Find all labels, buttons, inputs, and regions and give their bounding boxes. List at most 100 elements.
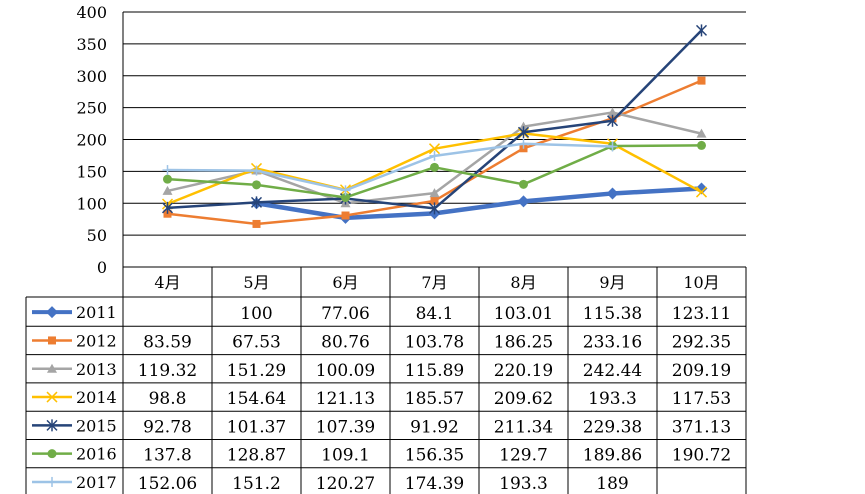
legend-label: 2016 <box>76 445 117 464</box>
series-line <box>166 29 703 210</box>
category-label: 5月 <box>243 273 269 292</box>
data-label: 189.86 <box>583 446 642 466</box>
data-label: 109.1 <box>321 446 370 466</box>
data-point <box>607 107 618 117</box>
data-point <box>606 187 619 200</box>
data-label: 137.8 <box>143 446 192 466</box>
legend-key <box>32 336 72 345</box>
data-label: 151.29 <box>227 361 286 381</box>
data-label: 103.78 <box>405 332 464 352</box>
data-label: 98.8 <box>149 389 187 409</box>
data-label: 100 <box>240 304 272 324</box>
data-label: 193.3 <box>588 389 637 409</box>
data-label: 154.64 <box>227 389 286 409</box>
data-point <box>429 188 440 198</box>
legend-key <box>32 363 72 373</box>
category-label: 6月 <box>332 273 358 292</box>
data-point <box>607 141 618 152</box>
data-label: 220.19 <box>494 361 553 381</box>
data-label: 186.25 <box>494 332 553 352</box>
legend-label: 2012 <box>76 331 117 350</box>
data-label: 209.19 <box>672 361 731 381</box>
data-point <box>518 138 529 149</box>
data-point <box>429 150 440 161</box>
category-label: 8月 <box>510 273 536 292</box>
y-tick-label: 150 <box>76 162 107 181</box>
data-point <box>252 219 261 228</box>
data-point <box>251 165 262 176</box>
data-label: 77.06 <box>321 304 370 324</box>
category-label: 10月 <box>683 273 719 292</box>
data-label: 211.34 <box>494 417 553 437</box>
data-point <box>697 140 706 150</box>
legend-label: 2015 <box>76 416 117 435</box>
legend-key <box>32 306 72 319</box>
legend-label: 2011 <box>76 303 117 322</box>
data-point <box>696 128 707 138</box>
data-label: 83.59 <box>143 332 192 352</box>
data-label: 189 <box>596 474 628 494</box>
marker-stroke <box>695 186 708 198</box>
data-point <box>252 180 261 190</box>
data-point <box>48 336 56 345</box>
data-point <box>517 195 530 208</box>
legend-key <box>32 449 72 459</box>
data-label: 67.53 <box>232 332 281 352</box>
data-point <box>47 363 57 373</box>
data-point <box>517 126 530 139</box>
data-label: 115.89 <box>405 361 464 381</box>
data-table: 4月 5月 6月 7月 8月 9月 10月 2011 100 77.06 84.1 103.01 115… <box>25 267 747 494</box>
data-point <box>341 211 350 220</box>
y-axis: 0 50 100 150 200 250 300 350 400 <box>76 3 107 277</box>
category-label: 9月 <box>599 273 625 292</box>
data-label: 80.76 <box>321 332 370 352</box>
legend-label: 2017 <box>76 473 117 492</box>
data-label: 100.09 <box>316 361 375 381</box>
series-line <box>254 186 704 221</box>
data-label: 190.72 <box>672 446 731 466</box>
data-point <box>518 121 529 131</box>
data-point <box>46 391 58 403</box>
y-tick-label: 350 <box>76 35 107 54</box>
data-label: 120.27 <box>316 474 375 494</box>
data-label: 128.87 <box>227 446 286 466</box>
data-point <box>428 202 441 215</box>
data-point <box>695 24 708 37</box>
legend-key <box>32 391 72 403</box>
data-label: 119.32 <box>138 361 197 381</box>
data-label: 174.39 <box>405 474 464 494</box>
category-label: 4月 <box>154 273 180 292</box>
data-label: 91.92 <box>410 417 459 437</box>
data-label: 121.13 <box>316 389 375 409</box>
data-label: 233.16 <box>583 332 642 352</box>
category-label: 7月 <box>421 273 447 292</box>
data-point <box>341 192 350 202</box>
data-label: 107.39 <box>316 417 375 437</box>
data-label: 152.06 <box>138 474 197 494</box>
data-label: 103.01 <box>494 304 553 324</box>
data-label: 156.35 <box>405 446 464 466</box>
data-label: 371.13 <box>672 417 731 437</box>
data-point <box>162 185 173 195</box>
data-label: 193.3 <box>499 474 548 494</box>
legend-label: 2014 <box>76 388 117 407</box>
y-tick-label: 200 <box>76 131 107 150</box>
series-2017 <box>162 138 618 196</box>
data-label: 115.38 <box>583 304 642 324</box>
series-line <box>166 142 614 192</box>
data-label: 292.35 <box>672 332 731 352</box>
data-label: 151.2 <box>232 474 281 494</box>
data-point <box>340 185 351 196</box>
data-point <box>47 476 57 487</box>
data-point <box>430 196 439 205</box>
data-point <box>162 165 173 176</box>
data-point <box>697 76 706 85</box>
data-point <box>430 162 439 172</box>
data-label: 92.78 <box>143 417 192 437</box>
data-label: 84.1 <box>416 304 454 324</box>
data-point <box>428 143 441 155</box>
y-tick-label: 0 <box>97 258 107 277</box>
gridlines <box>122 11 746 268</box>
y-tick-label: 250 <box>76 99 107 118</box>
